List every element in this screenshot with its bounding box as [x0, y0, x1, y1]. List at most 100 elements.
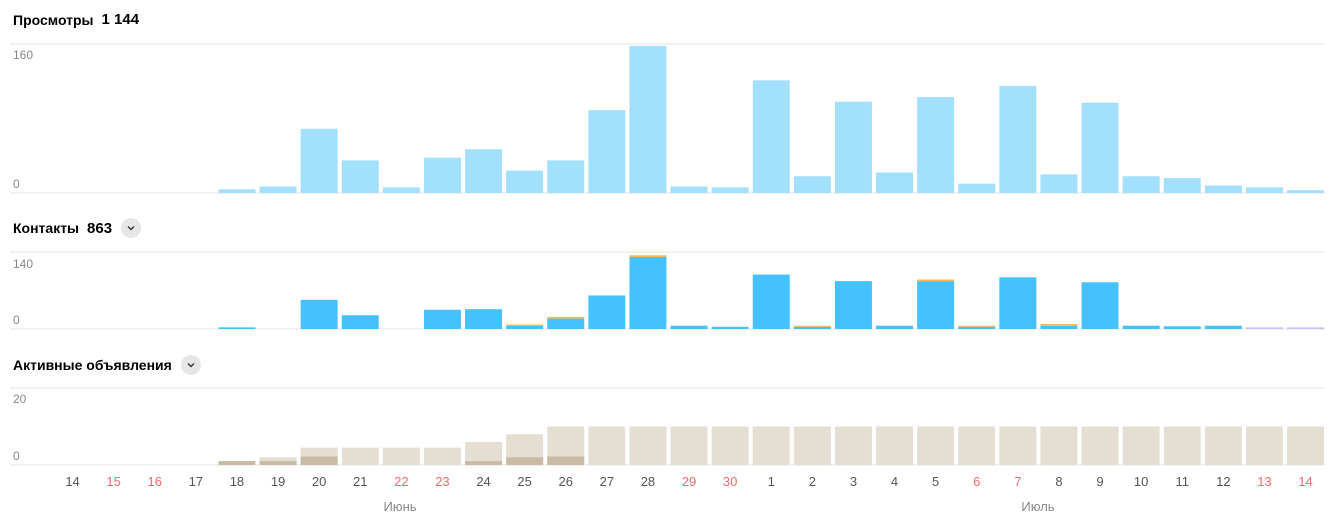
views-bar [752, 80, 790, 193]
listings-bar [1287, 426, 1325, 465]
contacts-bar-series-0 [1081, 282, 1119, 329]
views-bar [1245, 187, 1283, 193]
x-tick-label: 28 [641, 474, 655, 489]
x-tick-label: 21 [353, 474, 367, 489]
contacts-bar-series-0 [300, 299, 338, 329]
listings-bar [382, 447, 420, 465]
listings-bar [793, 426, 831, 465]
contacts-bar-series-0 [423, 309, 461, 329]
views-bar [382, 187, 420, 193]
contacts-header: Контакты 863 [13, 218, 142, 238]
contacts-bar-series-1 [547, 316, 585, 319]
views-bar [547, 160, 585, 193]
contacts-bar-series-1 [917, 279, 955, 282]
views-bar [259, 186, 297, 193]
contacts-bar-series-0 [711, 326, 749, 329]
views-bar [1204, 185, 1242, 193]
views-bar [465, 149, 503, 193]
views-bar [999, 85, 1037, 193]
x-tick-label: 18 [230, 474, 244, 489]
month-label-june: Июнь [383, 499, 416, 514]
x-tick-label: 4 [891, 474, 898, 489]
views-bar [588, 110, 626, 193]
contacts-bar-series-0 [1204, 325, 1242, 329]
x-tick-label: 25 [517, 474, 531, 489]
listings-bar [876, 426, 914, 465]
contacts-bar-series-0 [999, 277, 1037, 329]
contacts-bar-series-0 [588, 295, 626, 329]
contacts-title: Контакты [13, 220, 80, 236]
contacts-expand-button[interactable] [121, 218, 142, 238]
x-tick-label: 16 [148, 474, 162, 489]
x-tick-label: 6 [973, 474, 980, 489]
contacts-ymax-label: 140 [13, 257, 33, 271]
listings-bar [423, 447, 461, 465]
x-tick-label: 7 [1014, 474, 1021, 489]
contacts-bar-series-1 [1040, 324, 1078, 326]
x-tick-label: 14 [1298, 474, 1312, 489]
views-bar [834, 101, 872, 193]
x-tick-label: 12 [1216, 474, 1230, 489]
views-bar [218, 189, 256, 193]
contacts-bar-series-1 [793, 325, 831, 327]
views-bar [300, 128, 338, 193]
listings-bar [834, 426, 872, 465]
contacts-bar-series-1 [629, 255, 667, 257]
contacts-bar-series-0 [341, 315, 379, 329]
views-bar [1287, 190, 1325, 193]
views-bar [1081, 102, 1119, 193]
views-bar [506, 170, 544, 193]
views-bar [876, 172, 914, 193]
x-tick-label: 30 [723, 474, 737, 489]
x-tick-label: 11 [1176, 474, 1190, 489]
x-tick-label: 15 [106, 474, 120, 489]
listings-bar [711, 426, 749, 465]
contacts-bar-series-2 [1287, 327, 1325, 329]
listings-bar-overlay [506, 457, 544, 465]
chevron-down-icon [127, 226, 135, 231]
listings-bar [1122, 426, 1160, 465]
views-ymax-label: 160 [13, 48, 33, 62]
x-tick-label: 20 [312, 474, 326, 489]
listings-bar-overlay [547, 456, 585, 465]
contacts-bar-series-0 [547, 318, 585, 329]
contacts-bar-series-0 [629, 256, 667, 329]
views-bar [1040, 174, 1078, 193]
listings-bar [1245, 426, 1283, 465]
contacts-bar-series-0 [917, 281, 955, 329]
x-axis-ticks: 14 15 16 17 18 19 20 21 22 23 24 25 26 27 28 29 30 1 2 3 4 5 6… [65, 474, 1312, 489]
x-tick-label: 5 [932, 474, 939, 489]
contacts-bar-series-0 [465, 309, 503, 329]
contacts-bar-series-0 [1163, 326, 1201, 329]
month-label-july: Июль [1021, 499, 1054, 514]
listings-bar [670, 426, 708, 465]
contacts-bar-series-2 [1245, 327, 1283, 329]
x-tick-label: 27 [600, 474, 614, 489]
views-total: 1 144 [101, 11, 140, 28]
listings-bar [1204, 426, 1242, 465]
listings-bar [465, 441, 503, 465]
x-tick-label: 29 [682, 474, 696, 489]
listings-bar-overlay [465, 461, 503, 465]
views-title: Просмотры [13, 11, 94, 28]
contacts-bar-series-0 [793, 326, 831, 329]
x-tick-label: 10 [1134, 474, 1148, 489]
listings-bar [1040, 426, 1078, 465]
contacts-bar-series-1 [506, 324, 544, 326]
x-tick-label: 17 [189, 474, 203, 489]
chevron-down-icon [187, 363, 195, 368]
contacts-bar-series-0 [1040, 325, 1078, 329]
listings-expand-button[interactable] [180, 355, 201, 375]
contacts-bar-series-0 [752, 274, 790, 329]
contacts-total: 863 [87, 219, 113, 237]
contacts-bar-series-1 [958, 325, 996, 327]
contacts-bar-series-0 [670, 325, 708, 329]
contacts-bar-series-0 [876, 325, 914, 329]
listings-bar-overlay [300, 456, 338, 465]
listings-bar [752, 426, 790, 465]
contacts-bar-series-0 [218, 327, 256, 329]
views-ymin-label: 0 [13, 177, 20, 191]
x-tick-label: 24 [476, 474, 490, 489]
views-bar [917, 97, 955, 193]
